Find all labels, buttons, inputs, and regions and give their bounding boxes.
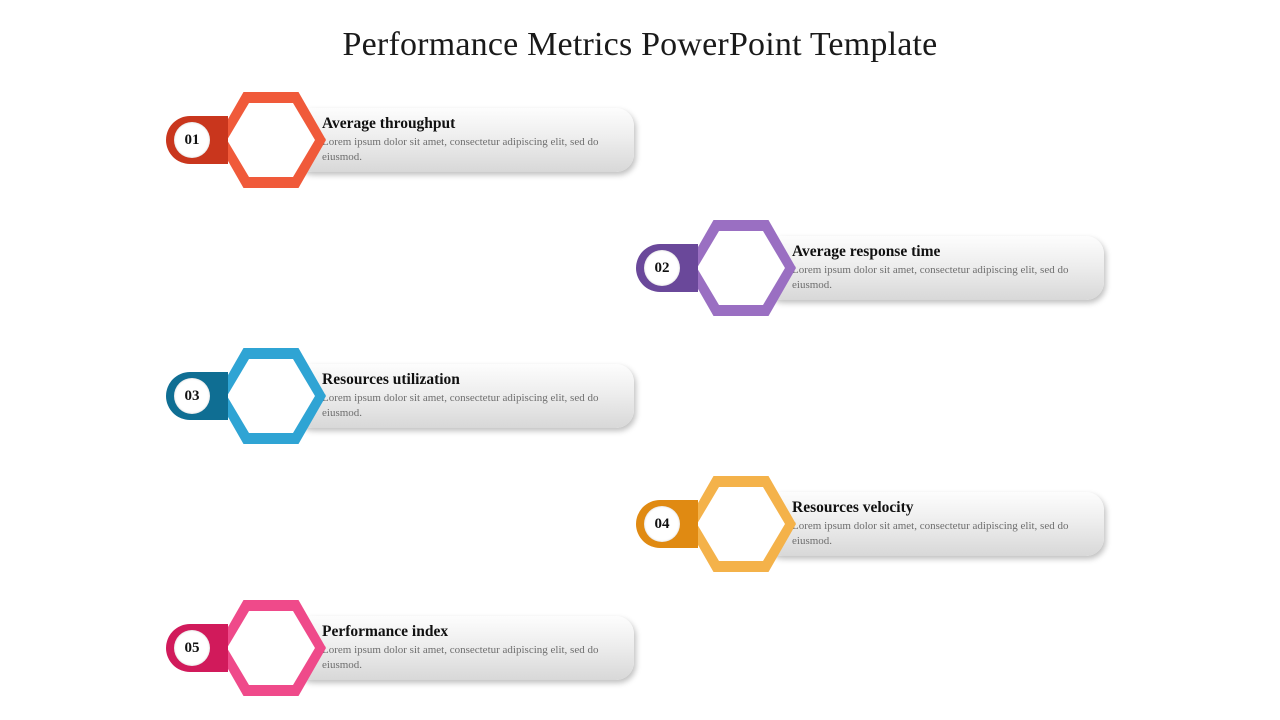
metric-desc: Lorem ipsum dolor sit amet, consectetur … — [322, 135, 618, 165]
metric-number: 02 — [655, 260, 670, 277]
metric-title: Performance index — [322, 623, 618, 641]
hexagon-icon — [216, 92, 326, 188]
metric-number: 01 — [185, 132, 200, 149]
number-badge: 03 — [166, 372, 228, 420]
metric-desc: Lorem ipsum dolor sit amet, consectetur … — [792, 263, 1088, 293]
metric-item: Performance index Lorem ipsum dolor sit a… — [166, 600, 646, 696]
slide-title: Performance Metrics PowerPoint Template — [0, 26, 1280, 64]
number-badge: 05 — [166, 624, 228, 672]
metric-item: Average throughput Lorem ipsum dolor sit … — [166, 92, 646, 188]
metric-card: Average response time Lorem ipsum dolor s… — [764, 236, 1104, 300]
metric-card: Performance index Lorem ipsum dolor sit a… — [294, 616, 634, 680]
hexagon-icon — [686, 476, 796, 572]
metric-number: 04 — [655, 516, 670, 533]
metric-number: 05 — [185, 640, 200, 657]
number-circle: 01 — [174, 122, 210, 158]
number-badge: 01 — [166, 116, 228, 164]
hexagon-icon — [216, 600, 326, 696]
metric-number: 03 — [185, 388, 200, 405]
number-circle: 03 — [174, 378, 210, 414]
number-circle: 02 — [644, 250, 680, 286]
metric-title: Resources utilization — [322, 371, 618, 389]
metric-item: Average response time Lorem ipsum dolor s… — [636, 220, 1116, 316]
metric-title: Average response time — [792, 243, 1088, 261]
metric-item: Resources velocity Lorem ipsum dolor sit … — [636, 476, 1116, 572]
metric-title: Average throughput — [322, 115, 618, 133]
metric-title: Resources velocity — [792, 499, 1088, 517]
hexagon-icon — [216, 348, 326, 444]
metric-card: Resources utilization Lorem ipsum dolor s… — [294, 364, 634, 428]
metric-desc: Lorem ipsum dolor sit amet, consectetur … — [792, 519, 1088, 549]
number-circle: 04 — [644, 506, 680, 542]
number-badge: 04 — [636, 500, 698, 548]
slide: Performance Metrics PowerPoint Template … — [0, 0, 1280, 720]
metric-item: Resources utilization Lorem ipsum dolor s… — [166, 348, 646, 444]
metric-desc: Lorem ipsum dolor sit amet, consectetur … — [322, 643, 618, 673]
metric-card: Resources velocity Lorem ipsum dolor sit … — [764, 492, 1104, 556]
number-circle: 05 — [174, 630, 210, 666]
hexagon-icon — [686, 220, 796, 316]
number-badge: 02 — [636, 244, 698, 292]
metric-desc: Lorem ipsum dolor sit amet, consectetur … — [322, 391, 618, 421]
metric-card: Average throughput Lorem ipsum dolor sit … — [294, 108, 634, 172]
